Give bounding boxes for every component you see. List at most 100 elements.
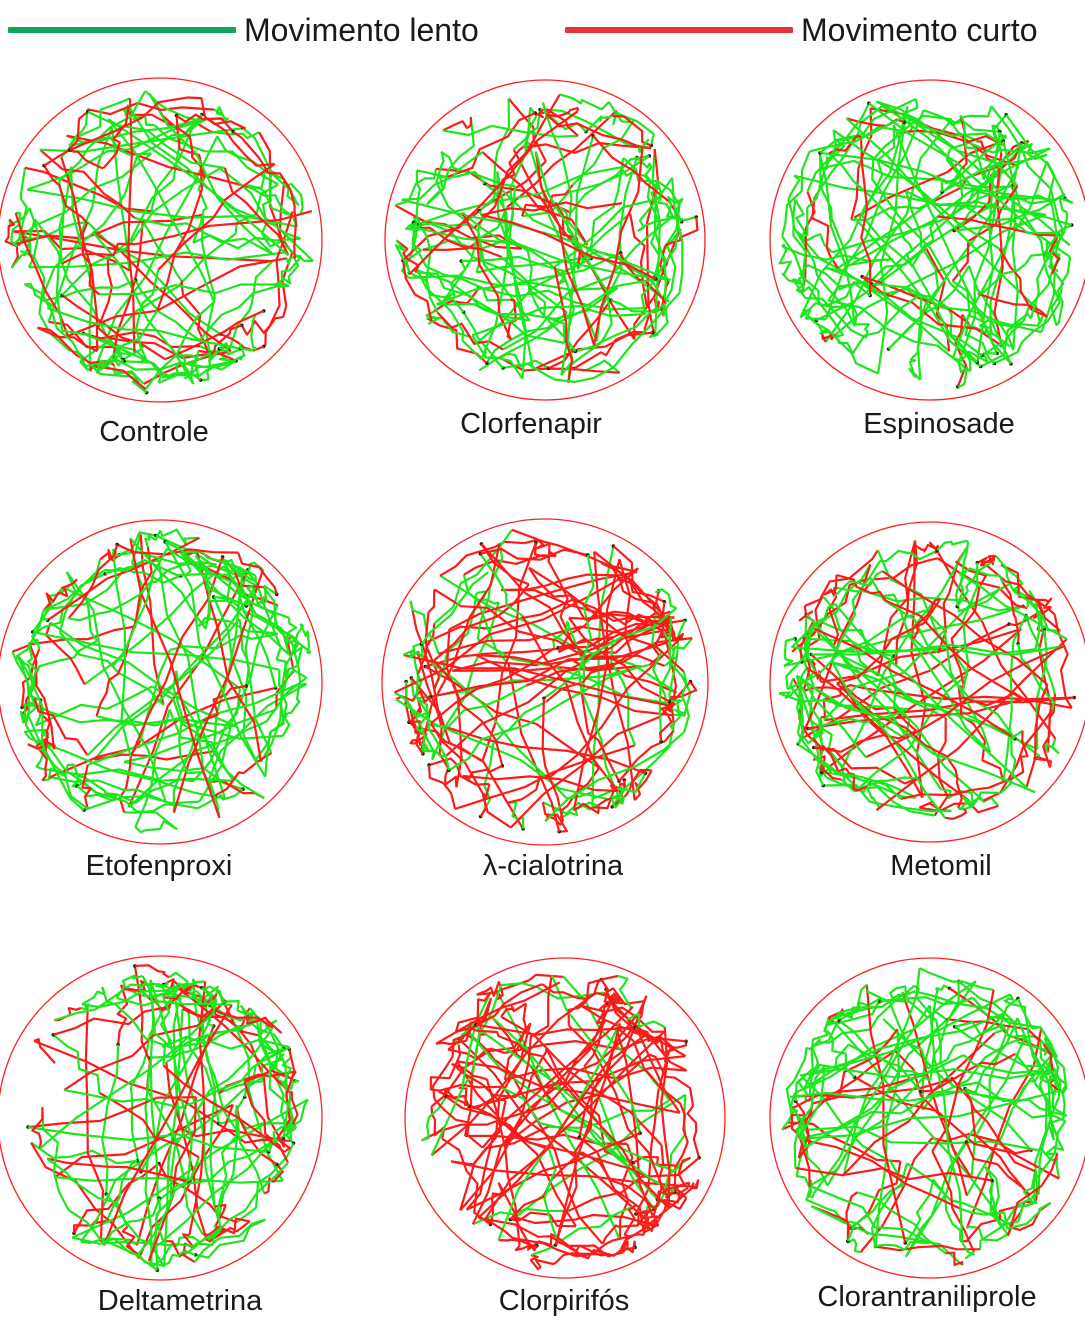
slow-movement-track (299, 623, 311, 654)
slow-movement-track (908, 358, 922, 381)
slow-movement-track (95, 135, 219, 365)
arena-controle (0, 77, 323, 403)
short-movement-track (806, 666, 971, 802)
slow-movement-track (806, 1179, 815, 1198)
short-movement-track (444, 612, 656, 758)
short-movement-track (977, 292, 1049, 318)
slow-movement-track (239, 572, 257, 586)
arena-border (381, 518, 709, 846)
slow-movement-track (851, 199, 936, 222)
slow-movement-track (218, 342, 257, 356)
short-movement-track (428, 598, 574, 643)
arena-border (0, 955, 323, 1281)
slow-movement-track (27, 743, 89, 810)
short-movement-track (454, 991, 492, 1033)
slow-movement-track (41, 606, 55, 622)
slow-movement-track (796, 732, 865, 794)
slow-movement-track (442, 124, 579, 138)
short-movement-track (164, 309, 265, 361)
short-movement-track (823, 696, 1075, 722)
slow-movement-track (956, 541, 970, 607)
slow-movement-track (826, 266, 983, 357)
slow-movement-track (892, 124, 999, 354)
short-movement-track (554, 1091, 593, 1246)
short-movement-track (394, 567, 639, 694)
slow-movement-track (158, 350, 200, 384)
slow-movement-track (62, 329, 168, 378)
slow-movement-track (1055, 274, 1065, 327)
slow-movement-track (159, 528, 200, 547)
slow-movement-track (984, 1166, 1009, 1229)
short-movement-track (425, 623, 441, 690)
short-movement-track (480, 543, 530, 586)
slow-movement-track (10, 211, 21, 248)
short-movement-track (246, 1015, 283, 1034)
short-movement-track (931, 1132, 1032, 1155)
short-movement-track (187, 96, 247, 130)
short-movement-track (534, 1252, 574, 1268)
slow-movement-track (558, 274, 569, 287)
slow-movement-track (794, 198, 808, 238)
short-movement-track (481, 214, 657, 281)
slow-movement-track (790, 602, 836, 649)
short-movement-track (450, 1125, 549, 1166)
short-movement-track (427, 765, 457, 810)
slow-movement-track (873, 1240, 930, 1251)
slow-movement-track (394, 239, 411, 275)
arena-label-clorfenapir: Clorfenapir (460, 408, 602, 440)
slow-movement-track (418, 224, 439, 314)
short-movement-track (937, 557, 1028, 610)
slow-movement-track (680, 671, 690, 733)
slow-movement-track (154, 1198, 165, 1271)
short-movement-track (865, 644, 1065, 759)
slow-movement-track (861, 215, 979, 364)
slow-movement-track (622, 157, 681, 206)
slow-movement-track (180, 550, 256, 577)
slow-movement-track (819, 154, 856, 327)
short-movement-track (523, 141, 652, 154)
slow-movement-track (428, 684, 527, 728)
slow-movement-track (134, 820, 178, 834)
arena-clorantraniliprole (769, 957, 1085, 1279)
slow-movement-track (402, 643, 424, 659)
short-movement-track (433, 588, 587, 659)
short-movement-track (514, 1243, 538, 1252)
arena-label-controle: Controle (99, 416, 209, 448)
slow-movement-track (796, 633, 817, 734)
short-movement-track (129, 538, 221, 819)
slow-movement-track (958, 567, 1004, 583)
slow-movement-track (966, 1225, 1009, 1242)
slow-movement-track (870, 282, 1042, 334)
slow-movement-track (29, 737, 226, 800)
slow-movement-track (422, 239, 506, 251)
short-movement-track (812, 737, 847, 773)
short-movement-track (69, 149, 104, 170)
slow-movement-track (216, 1105, 240, 1230)
slow-movement-track (1032, 1120, 1067, 1197)
slow-movement-track (76, 785, 118, 802)
short-movement-track (913, 543, 937, 553)
short-movement-track (60, 156, 99, 352)
slow-movement-track (830, 660, 946, 819)
short-movement-track (43, 165, 88, 224)
slow-movement-track (957, 362, 969, 388)
short-movement-track (645, 148, 659, 335)
slow-movement-track (778, 243, 792, 276)
short-movement-track (507, 663, 561, 832)
slow-movement-track (420, 571, 489, 645)
slow-movement-track (95, 358, 124, 374)
slow-movement-track (157, 1138, 278, 1203)
slow-movement-track (999, 729, 1024, 794)
slow-movement-track (129, 537, 207, 630)
arena-label-espinosade: Espinosade (863, 408, 1015, 440)
arena-clorpirifos (404, 957, 726, 1279)
short-movement-track (175, 113, 235, 133)
slow-movement-track (164, 541, 267, 778)
short-movement-track (554, 1023, 621, 1246)
slow-movement-track (417, 269, 565, 345)
short-movement-track (430, 991, 597, 1157)
slow-movement-track (47, 127, 114, 323)
short-movement-track (629, 213, 649, 309)
slow-movement-track (792, 199, 807, 292)
slow-movement-track (865, 989, 929, 1070)
